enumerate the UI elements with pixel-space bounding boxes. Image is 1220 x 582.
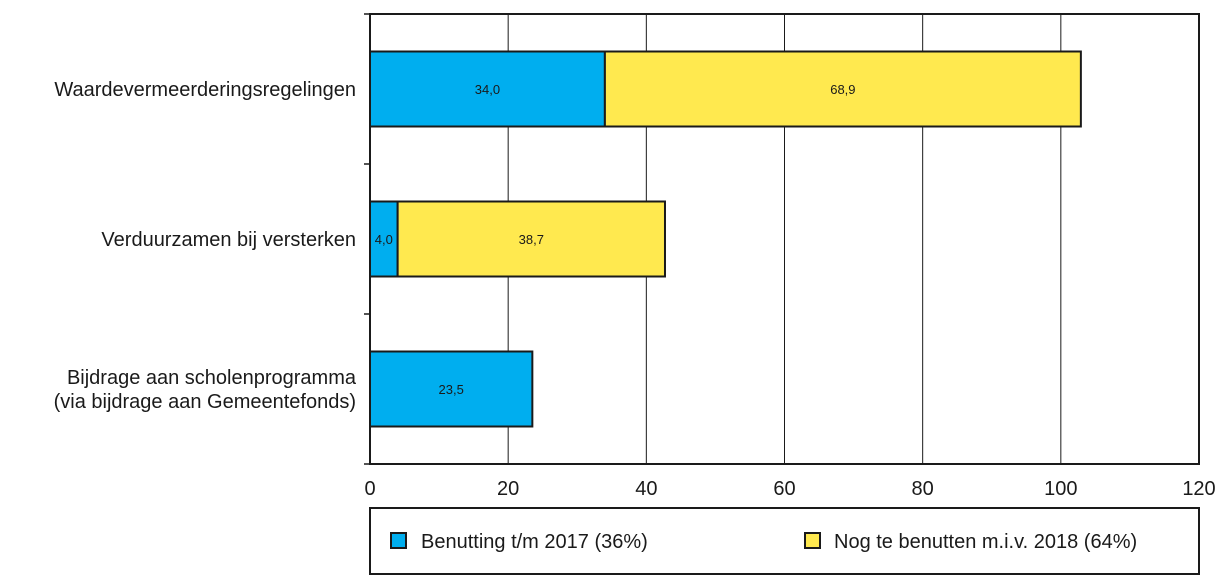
category-label: (via bijdrage aan Gemeentefonds) <box>54 391 356 413</box>
category-label: Bijdrage aan scholenprogramma <box>67 367 357 389</box>
legend-label-nog-te-benutten: Nog te benutten m.i.v. 2018 (64%) <box>834 531 1137 553</box>
bars: 34,0 68,9 4,0 38,7 23,5 <box>369 50 1082 428</box>
plot-area-frame <box>369 13 1200 465</box>
bar-segment <box>369 200 399 278</box>
data-label: 38,7 <box>519 232 544 247</box>
category-label: Verduurzamen bij versterken <box>101 229 356 251</box>
bar-segment <box>396 200 666 278</box>
x-tick-label: 20 <box>497 478 519 500</box>
legend-frame <box>369 507 1200 575</box>
legend-label-benutting: Benutting t/m 2017 (36%) <box>421 531 648 553</box>
bar-segment <box>369 350 534 428</box>
x-tick-label: 80 <box>912 478 934 500</box>
data-label: 68,9 <box>830 82 855 97</box>
data-label: 34,0 <box>475 82 500 97</box>
data-label: 23,5 <box>439 382 464 397</box>
category-labels: Waardevermeerderingsregelingen Verduurzam… <box>54 79 357 413</box>
data-label: 4,0 <box>375 232 393 247</box>
category-label: Waardevermeerderingsregelingen <box>54 79 356 101</box>
bar-segment <box>369 50 606 128</box>
bar-segment <box>603 50 1082 128</box>
legend-swatch-nog-te-benutten <box>804 532 821 549</box>
legend: Benutting t/m 2017 (36%) Nog te benutten… <box>369 507 1200 575</box>
x-axis-tick-labels: 0 20 40 60 80 100 120 <box>364 478 1215 500</box>
x-tick-label: 60 <box>773 478 795 500</box>
x-tick-label: 40 <box>635 478 657 500</box>
x-tick-label: 100 <box>1044 478 1077 500</box>
y-axis-ticks <box>364 13 370 465</box>
x-tick-label: 120 <box>1182 478 1215 500</box>
legend-swatch-benutting <box>390 532 407 549</box>
x-tick-label: 0 <box>364 478 375 500</box>
